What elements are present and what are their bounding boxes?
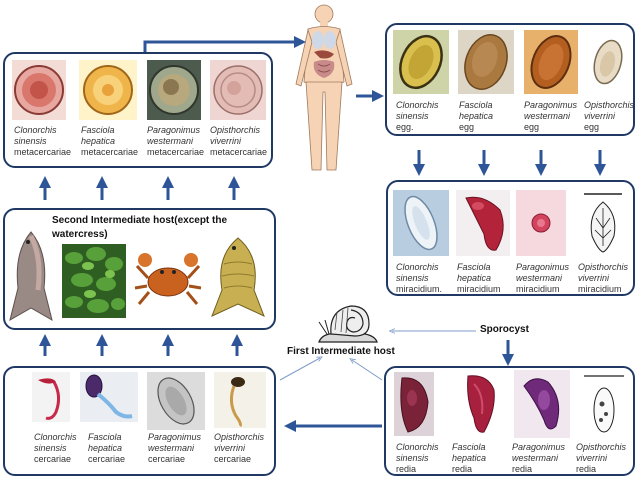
cercaria-caption-3: Paragonimus westermani cercariae xyxy=(148,432,202,464)
fasciola-cercaria-image xyxy=(80,372,138,422)
fasciola-egg-image xyxy=(458,30,514,94)
watercress-plant-image xyxy=(62,244,126,318)
fish-host-image xyxy=(8,228,54,324)
egg-caption-4: Opisthorchis viverrini egg xyxy=(584,100,635,132)
opisthorchis-miracidium-image xyxy=(578,188,628,258)
egg-caption-1: Clonorchis sinensis egg. xyxy=(396,100,439,132)
redia-caption-2: Fasciola hepatica redia xyxy=(452,442,487,474)
metacercaria-caption-1: Clonorchis sinensis metacercariae xyxy=(14,125,72,157)
cercaria-caption-4: Opisthorchis viverrini cercariae xyxy=(214,432,265,464)
second-intermediate-host-label: Second Intermediate host(except the wate… xyxy=(52,215,228,240)
first-intermediate-host-label: First Intermediate host xyxy=(287,346,395,357)
sporocyst-label: Sporocyst xyxy=(480,324,529,335)
opisthorchis-metacercaria-image xyxy=(210,60,266,120)
paragonimus-miracidium-image xyxy=(516,190,566,256)
fasciola-miracidium-image xyxy=(456,190,510,256)
metacercaria-caption-4: Opisthorchis viverrini metacercariae xyxy=(210,125,268,157)
egg-caption-3: Paragonimus westermani egg xyxy=(524,100,578,132)
clonorchis-egg-image xyxy=(393,30,449,94)
miracidium-caption-2: Fasciola hepatica miracidium xyxy=(457,262,501,294)
arrow-redia-to-snail xyxy=(352,360,383,381)
opisthorchis-egg-image xyxy=(588,34,628,90)
fasciola-redia-image xyxy=(454,370,506,440)
fasciola-metacercaria-image xyxy=(79,60,137,120)
arrow-cercariae-to-snail xyxy=(279,358,320,381)
opisthorchis-cercaria-image xyxy=(214,372,266,428)
redia-caption-4: Opisthorchis viverrini redia xyxy=(576,442,627,474)
egg-caption-2: Fasciola hepatica egg xyxy=(459,100,494,132)
cercaria-caption-2: Fasciola hepatica cercariae xyxy=(88,432,126,464)
snail-host-figure xyxy=(315,300,381,346)
arrow-to-human xyxy=(143,36,306,52)
carp-fish-host-image xyxy=(208,234,268,320)
paragonimus-redia-image xyxy=(514,370,570,438)
clonorchis-miracidium-image xyxy=(393,190,449,256)
redia-caption-1: Clonorchis sinensis redia xyxy=(396,442,439,474)
crab-host-image xyxy=(133,238,203,318)
cercaria-caption-1: Clonorchis sinensis cercariae xyxy=(34,432,77,464)
miracidium-caption-3: Paragonimus westermani miracidium xyxy=(516,262,570,294)
paragonimus-cercaria-image xyxy=(147,372,205,430)
opisthorchis-redia-image xyxy=(580,370,628,440)
paragonimus-egg-image xyxy=(524,30,578,94)
clonorchis-redia-image xyxy=(394,372,434,436)
metacercaria-caption-2: Fasciola hepatica metacercariae xyxy=(81,125,139,157)
paragonimus-metacercaria-image xyxy=(147,60,201,120)
redia-caption-3: Paragonimus westermani redia xyxy=(512,442,566,474)
miracidium-caption-1: Clonorchis sinensis miracidium. xyxy=(396,262,443,294)
human-host-figure xyxy=(290,2,358,174)
miracidium-caption-4: Opisthorchis viverrini miracidium xyxy=(578,262,629,294)
clonorchis-metacercaria-image xyxy=(12,60,66,120)
clonorchis-cercaria-image xyxy=(32,372,70,422)
metacercaria-caption-3: Paragonimus westermani metacercariae xyxy=(147,125,205,157)
